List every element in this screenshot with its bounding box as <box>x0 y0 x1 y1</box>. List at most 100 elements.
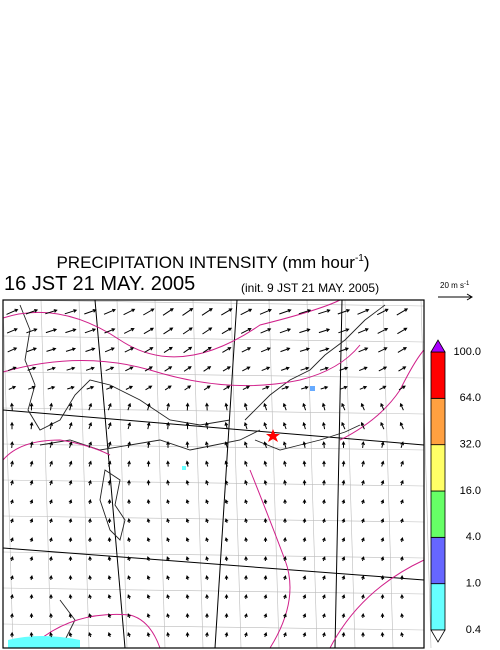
wind-arrow <box>380 612 385 618</box>
wind-arrow <box>88 536 92 543</box>
wind-arrow <box>261 366 271 372</box>
wind-arrow <box>302 460 307 467</box>
wind-arrow <box>29 421 34 430</box>
wind-arrow <box>376 308 389 316</box>
wind-arrow <box>361 575 365 581</box>
wind-arrow <box>166 421 170 430</box>
wind-arrow <box>361 631 365 638</box>
wind-arrow <box>299 347 311 352</box>
wind-arrow <box>380 631 385 638</box>
wind-arrow <box>29 441 34 449</box>
wind-arrow <box>244 613 248 619</box>
wind-arrow <box>380 518 385 524</box>
wind-arrow <box>105 366 115 372</box>
wind-arrow <box>263 441 268 448</box>
wind-arrow <box>205 499 209 505</box>
wind-arrow <box>107 460 112 467</box>
wind-arrow <box>10 631 14 638</box>
grid-line <box>2 515 425 523</box>
wind-arrow <box>302 517 307 524</box>
wind-arrow <box>361 593 365 600</box>
colorbar-bin <box>430 536 446 585</box>
wind-arrow <box>127 421 131 430</box>
wind-arrow <box>358 347 369 353</box>
colorbar-bin <box>430 490 446 538</box>
wind-arrow <box>359 366 368 372</box>
wind-arrow <box>162 308 174 316</box>
wind-arrow <box>65 347 77 352</box>
wind-arrow <box>377 328 389 334</box>
wind-arrow <box>6 308 19 315</box>
wind-arrow <box>302 556 307 562</box>
wind-arrow <box>283 594 287 600</box>
contour <box>339 349 425 441</box>
wind-arrow <box>85 366 95 371</box>
wind-arrow <box>380 421 385 430</box>
wind-arrow <box>104 347 115 353</box>
wind-arrow <box>185 537 190 543</box>
wind-arrow <box>242 385 251 391</box>
vector-scale-exponent: -1 <box>464 281 470 287</box>
wind-arrow <box>341 556 346 562</box>
wind-arrow <box>49 518 53 524</box>
wind-arrow <box>25 309 39 315</box>
grid-line <box>2 623 425 631</box>
wind-arrow <box>397 327 408 335</box>
wind-arrow <box>49 555 53 562</box>
wind-arrow <box>10 612 14 619</box>
wind-arrow <box>107 479 112 486</box>
wind-arrow <box>49 499 53 505</box>
wind-arrow <box>103 308 116 315</box>
wind-arrow <box>341 421 346 430</box>
wind-arrow <box>163 346 173 354</box>
wind-arrow <box>49 537 53 543</box>
wind-arrow <box>319 347 330 352</box>
wind-arrow <box>45 309 58 315</box>
wind-arrow <box>244 499 248 505</box>
wind-arrow <box>222 347 232 353</box>
wind-arrow <box>68 460 73 467</box>
wind-arrow <box>224 402 229 411</box>
wind-arrow <box>244 422 248 430</box>
wind-arrow <box>380 402 385 411</box>
wind-arrow <box>283 536 287 543</box>
wind-arrow <box>400 479 404 486</box>
wind-arrow <box>397 347 408 353</box>
wind-arrow <box>322 479 326 486</box>
wind-arrow <box>380 593 385 600</box>
title-close: ) <box>364 253 370 272</box>
wind-arrow <box>279 328 292 334</box>
longitude-line <box>94 299 126 649</box>
wind-arrow <box>400 612 404 619</box>
wind-arrow <box>47 385 56 390</box>
wind-arrow <box>107 575 112 581</box>
wind-arrow <box>281 385 290 390</box>
wind-arrow <box>185 421 190 430</box>
wind-arrow <box>127 613 131 619</box>
wind-arrow <box>357 308 370 315</box>
grid-line <box>2 299 14 649</box>
wind-arrow <box>361 441 365 448</box>
wind-arrow <box>302 421 307 430</box>
wind-arrow <box>205 479 209 486</box>
wind-arrow <box>49 612 53 619</box>
wind-arrow <box>68 422 73 430</box>
colorbar-label: 100.0 <box>453 346 481 358</box>
wind-arrow <box>205 421 209 430</box>
wind-arrow <box>283 613 287 619</box>
wind-arrow <box>49 593 53 599</box>
wind-arrow <box>205 518 209 524</box>
wind-arrow <box>166 613 170 619</box>
wind-arrow <box>49 460 53 467</box>
wind-arrow <box>400 574 404 581</box>
wind-arrow <box>88 441 92 448</box>
wind-arrow <box>283 517 287 523</box>
grid-line <box>78 299 90 649</box>
wind-arrow <box>339 366 349 371</box>
wind-arrow <box>223 385 231 391</box>
wind-arrow <box>67 385 75 390</box>
wind-arrow <box>185 479 190 486</box>
wind-arrow <box>399 402 404 411</box>
wind-arrow <box>361 479 365 486</box>
wind-arrow <box>338 328 350 334</box>
